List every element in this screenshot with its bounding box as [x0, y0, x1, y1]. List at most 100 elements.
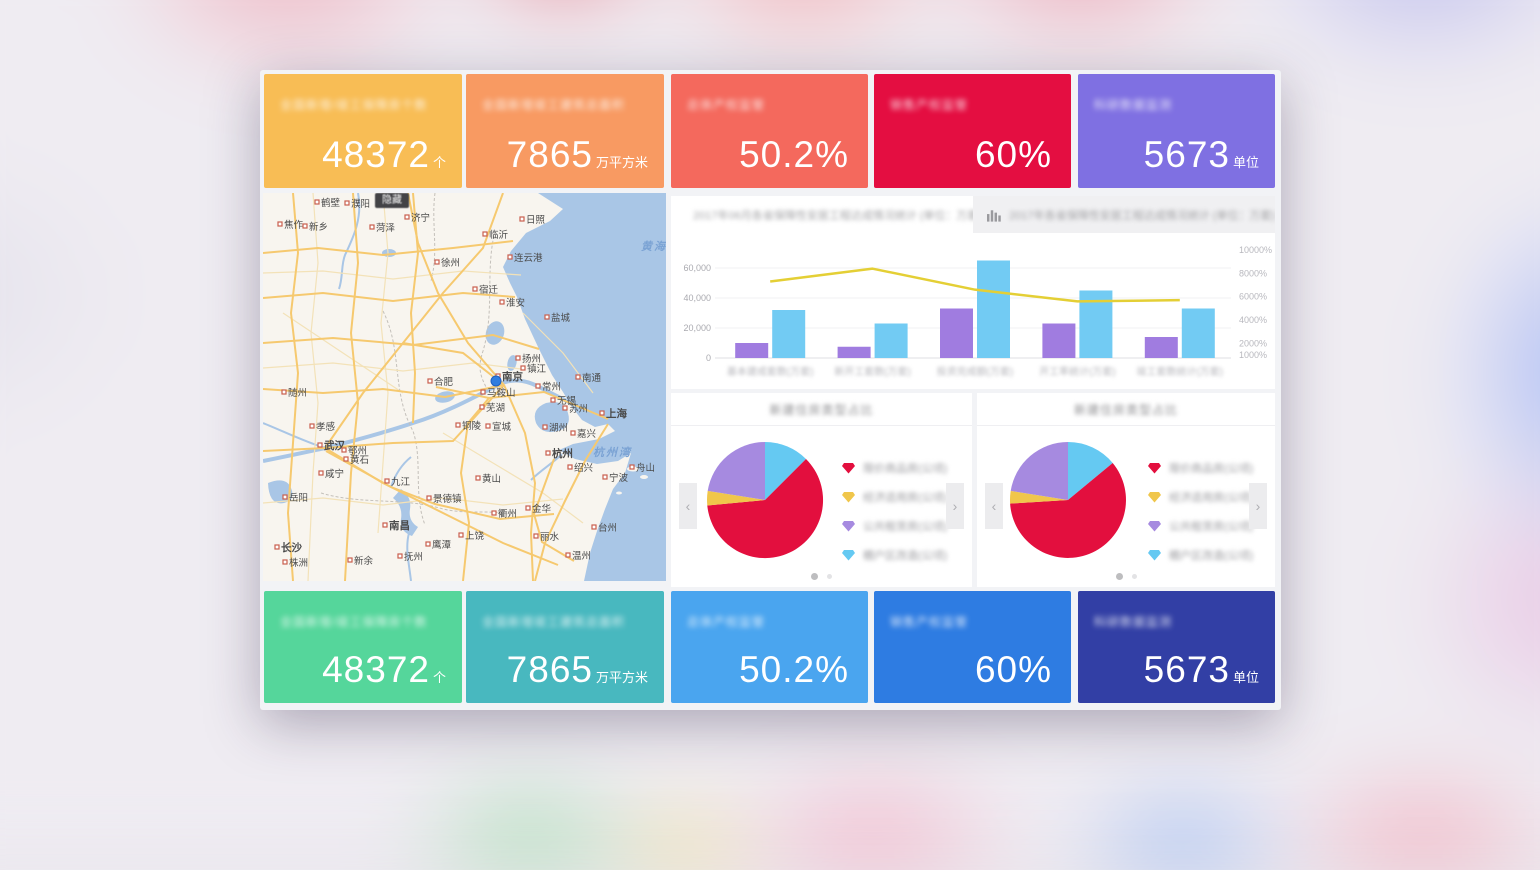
- map-city-label: 丽水: [540, 531, 560, 543]
- map-panel[interactable]: 隐藏: [263, 193, 666, 581]
- stat-card-top-1: 全国新增/竣工保障房个数 48372 个: [264, 74, 462, 188]
- pie-panel-right: 新建住房类型占比 ‹ 限价商品房(公顷) 经济适用房(公顷) 公共租赁房(公顷): [977, 393, 1275, 587]
- map-city-dot: [575, 374, 581, 380]
- carousel-dot[interactable]: [1131, 574, 1137, 579]
- legend-item[interactable]: 经济适用房(公顷): [1148, 489, 1253, 505]
- map-city-dot: [499, 299, 505, 305]
- stat-value: 50.2%: [739, 649, 849, 690]
- map-city-dot: [599, 410, 605, 416]
- stat-value: 48372: [322, 649, 430, 690]
- stat-card-value: 48372 个: [322, 649, 446, 691]
- map-city-label: 鹤壁: [321, 197, 341, 209]
- map-city-dot: [565, 552, 571, 558]
- pie-slice[interactable]: [1010, 463, 1126, 558]
- pie-slice[interactable]: [765, 442, 806, 500]
- map-city-dot: [341, 447, 347, 453]
- map-city-dot: [550, 397, 556, 403]
- legend-item[interactable]: 限价商品房(公顷): [842, 460, 947, 476]
- map-city-label: 嘉兴: [577, 428, 596, 440]
- carousel-dot[interactable]: [827, 574, 832, 579]
- map-city-dot: [507, 254, 513, 260]
- pie-chart: [707, 442, 824, 559]
- pie-slice[interactable]: [1010, 442, 1068, 500]
- map-city-dot: [347, 557, 353, 563]
- carousel-next-button[interactable]: ›: [946, 483, 964, 529]
- stat-unit: 个: [432, 155, 446, 170]
- map-city-dot: [535, 383, 541, 389]
- bar-blue[interactable]: [772, 310, 806, 358]
- stat-value: 7865: [506, 134, 593, 175]
- line-series[interactable]: [770, 267, 1180, 303]
- x-axis-label: 新开工套数(万套): [834, 365, 911, 378]
- legend-item[interactable]: 经济适用房(公顷): [842, 489, 947, 505]
- legend-item[interactable]: 棚户区改造(公顷): [842, 547, 947, 563]
- stat-card-bottom-4: 销售产权监管 60%: [874, 591, 1071, 703]
- map-city-dot: [485, 423, 491, 429]
- tab-monthly-stats[interactable]: 2017年06月各省保障性安居工程达成情况统计 (单位：万套): [671, 196, 973, 233]
- right-axis-tick: 1000%: [1239, 350, 1267, 360]
- stat-value: 48372: [322, 134, 430, 175]
- gem-icon: [842, 549, 855, 561]
- map-city-label: 淮安: [506, 297, 525, 309]
- map-city-label: 株洲: [289, 557, 308, 569]
- pie-slice[interactable]: [707, 490, 765, 506]
- bar-blue[interactable]: [1181, 308, 1215, 359]
- map-city-label: 随州: [288, 387, 307, 399]
- bar-purple[interactable]: [1144, 337, 1178, 358]
- pie-slice[interactable]: [707, 442, 765, 500]
- legend-item[interactable]: 棚户区改造(公顷): [1148, 547, 1253, 563]
- stat-card-title: 全国新增/竣工保障房个数: [280, 615, 428, 629]
- map-city-dot: [455, 422, 461, 428]
- bar-blue[interactable]: [977, 260, 1010, 359]
- bar-purple[interactable]: [837, 346, 871, 358]
- stat-card-title: 销售产权监管: [890, 615, 969, 629]
- legend-item[interactable]: 公共租赁房(公顷): [1148, 518, 1253, 534]
- map-tooltip[interactable]: 隐藏: [375, 193, 409, 208]
- bar-purple[interactable]: [940, 308, 973, 359]
- stat-unit: 个: [432, 670, 446, 685]
- map-sea: [503, 193, 666, 581]
- bar-purple[interactable]: [1042, 323, 1076, 359]
- map-city-label: 南昌: [389, 519, 410, 532]
- map-city-dot: [567, 464, 573, 470]
- stat-value: 50.2%: [739, 134, 849, 175]
- bar-purple[interactable]: [735, 343, 769, 358]
- tab-yearly-stats[interactable]: 2017年各省保障性安居工程达成情况统计 (单位：万套): [973, 196, 1275, 233]
- legend-label: 公共租赁房(公顷): [863, 521, 948, 533]
- legend-item[interactable]: 公共租赁房(公顷): [842, 518, 947, 534]
- map-sea-label: 黄海: [641, 240, 666, 253]
- carousel-dot-active[interactable]: [1115, 573, 1123, 580]
- carousel-next-button[interactable]: ›: [1249, 483, 1267, 529]
- pie-title: 新建住房类型占比: [1073, 402, 1178, 417]
- map-city-dot: [472, 286, 478, 292]
- map-city-dot: [475, 475, 481, 481]
- map-city-dot: [282, 494, 288, 500]
- carousel-prev-button[interactable]: ‹: [985, 483, 1003, 529]
- bar-blue[interactable]: [874, 323, 908, 359]
- pie-slice[interactable]: [1009, 490, 1068, 504]
- stat-card-value: 5673 单位: [1144, 649, 1259, 691]
- gem-icon: [1148, 491, 1161, 503]
- carousel-prev-button[interactable]: ‹: [679, 483, 697, 529]
- map-city-dot: [542, 424, 548, 430]
- pie-slice[interactable]: [707, 459, 824, 559]
- legend-label: 限价商品房(公顷): [863, 463, 948, 475]
- map-city-label: 孝感: [316, 421, 336, 433]
- map-city-dot: [491, 510, 497, 516]
- map-city-dot: [369, 224, 375, 230]
- stat-card-title: 科研数据监测: [1094, 615, 1173, 629]
- map-city-label: 扬州: [522, 353, 541, 365]
- map-city-dot: [591, 524, 597, 530]
- bar-chart-panel: 2017年06月各省保障性安居工程达成情况统计 (单位：万套) 2017年各省保…: [671, 196, 1275, 389]
- bar-chart-body: 60,000 40,000 20,000 0 10000% 8000% 6000% 4000%…: [671, 233, 1275, 389]
- legend-item[interactable]: 限价商品房(公顷): [1148, 460, 1253, 476]
- stat-card-value: 50.2%: [739, 134, 852, 176]
- gem-icon: [1148, 462, 1161, 474]
- map-location-marker[interactable]: [490, 375, 502, 387]
- stat-card-title: 销售产权监管: [890, 98, 969, 112]
- map-city-dot: [426, 495, 432, 501]
- pie-slice[interactable]: [1068, 442, 1113, 500]
- map-city-label: 湖州: [549, 423, 568, 434]
- carousel-dot-active[interactable]: [811, 573, 818, 580]
